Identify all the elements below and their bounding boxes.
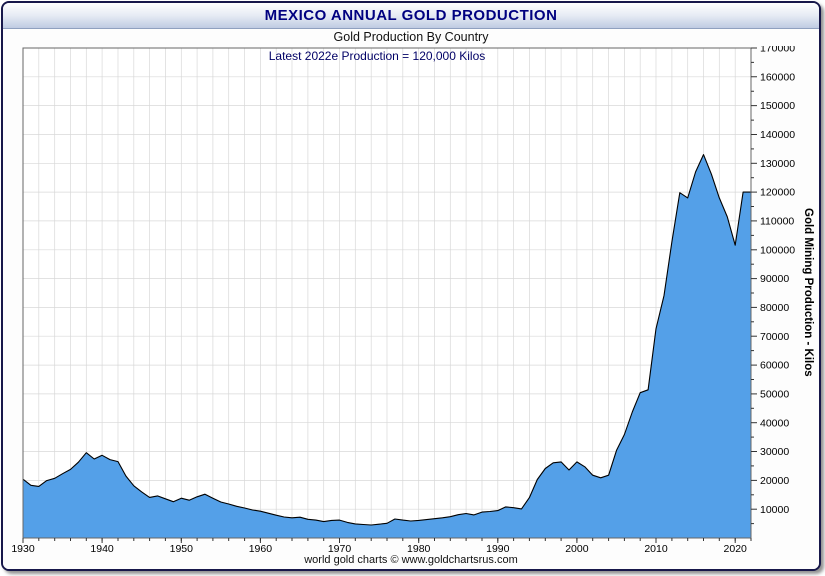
- y-axis-tick-label: 150000: [760, 100, 795, 112]
- y-axis-title: Gold Mining Production - Kilos: [802, 207, 814, 377]
- footer-caption: world gold charts © www.goldchartsrus.co…: [3, 554, 819, 569]
- y-axis-tick-label: 80000: [760, 302, 789, 314]
- production-area-series: [23, 154, 751, 538]
- y-axis-tick-label: 60000: [760, 360, 789, 372]
- y-axis-tick-label: 20000: [760, 475, 789, 487]
- x-axis-tick-label: 1960: [249, 543, 273, 554]
- x-axis-tick-label: 1970: [328, 543, 352, 554]
- x-axis-tick-label: 1940: [90, 543, 114, 554]
- chart-title-bar: MEXICO ANNUAL GOLD PRODUCTION: [3, 3, 819, 29]
- x-axis-tick-label: 1930: [11, 543, 35, 554]
- y-axis-tick-label: 100000: [760, 244, 795, 256]
- y-axis-tick-label: 170000: [760, 46, 795, 55]
- x-axis-tick-label: 1980: [407, 543, 431, 554]
- chart-area: 10000 20000 30000 40000 50000 60000 70000 80000…: [3, 46, 819, 554]
- y-axis-tick-label: 110000: [760, 216, 794, 228]
- x-axis-tick-label: 2020: [724, 543, 748, 554]
- y-axis-tick-label: 50000: [760, 389, 789, 401]
- x-axis-tick-label: 2000: [565, 543, 589, 554]
- y-axis-tick-label: 140000: [760, 129, 795, 141]
- x-axis-tick-label: 2010: [644, 543, 668, 554]
- y-axis-tick-label: 120000: [760, 187, 795, 199]
- y-axis-tick-label: 40000: [760, 417, 789, 429]
- production-line-series: [22, 154, 751, 526]
- x-axis-tick-label: 1990: [486, 543, 510, 554]
- chart-title: MEXICO ANNUAL GOLD PRODUCTION: [264, 7, 558, 24]
- y-axis-tick-label: 30000: [760, 446, 789, 458]
- y-axis-tick-label: 130000: [760, 158, 795, 170]
- y-axis-tick-label: 90000: [760, 273, 789, 285]
- y-axis-tick-label: 10000: [760, 504, 789, 516]
- chart-subtitle: Gold Production By Country: [3, 29, 819, 46]
- x-axis-tick-label: 1950: [170, 543, 194, 554]
- y-axis-tick-label: 70000: [760, 331, 789, 343]
- y-axis-tick-label: 160000: [760, 71, 795, 83]
- area-chart-canvas: 10000 20000 30000 40000 50000 60000 70000 80000…: [11, 46, 795, 554]
